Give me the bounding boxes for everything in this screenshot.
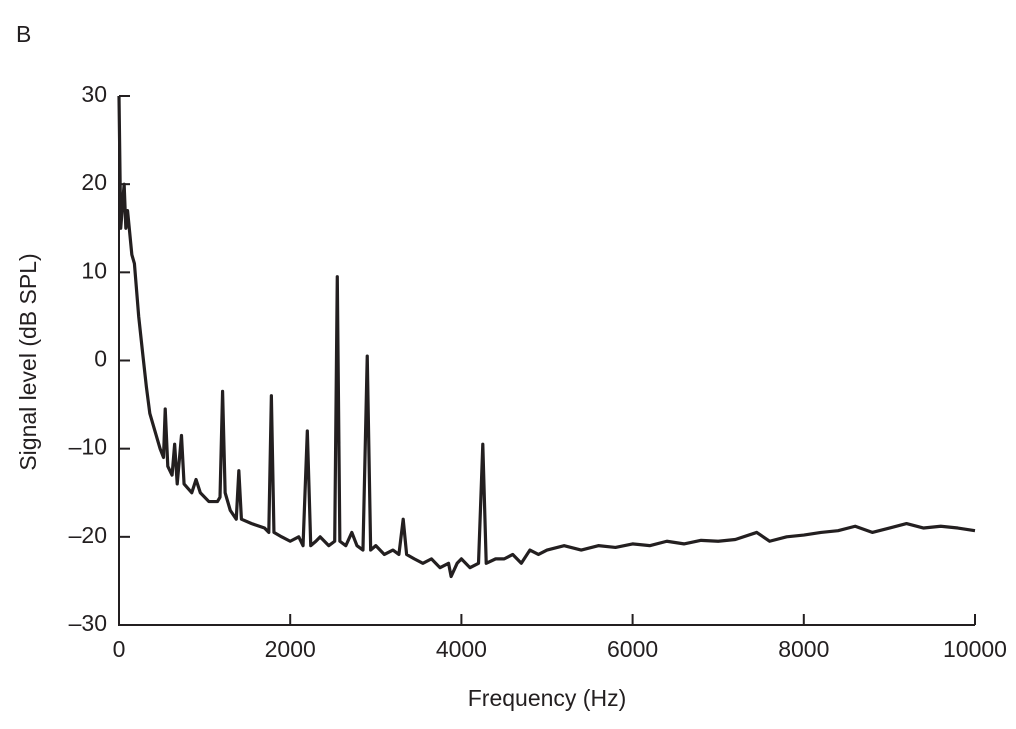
x-tick-label: 6000 — [607, 636, 658, 662]
y-tick-label: 20 — [81, 169, 107, 195]
x-tick-label: 0 — [113, 636, 126, 662]
spectrum-line — [117, 95, 976, 579]
y-tick-label: 0 — [94, 346, 107, 372]
x-axis-label: Frequency (Hz) — [468, 685, 626, 711]
x-tick-label: 2000 — [265, 636, 316, 662]
y-axis-label: Signal level (dB SPL) — [15, 253, 41, 470]
y-tick-label: –10 — [69, 434, 107, 460]
panel-label: B — [16, 21, 31, 47]
y-tick-label: –20 — [69, 522, 107, 548]
y-tick-label: 10 — [81, 257, 107, 283]
y-tick-label: –30 — [69, 610, 107, 636]
x-tick-label: 4000 — [436, 636, 487, 662]
y-tick-label: 30 — [81, 81, 107, 107]
x-tick-label: 8000 — [778, 636, 829, 662]
x-tick-label: 10000 — [943, 636, 1007, 662]
